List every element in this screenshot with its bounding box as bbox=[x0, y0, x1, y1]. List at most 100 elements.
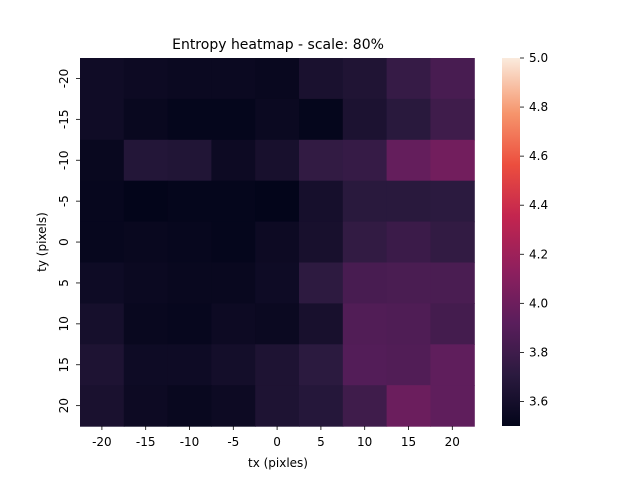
heatmap-cell bbox=[430, 344, 475, 386]
heatmap-cell bbox=[255, 98, 300, 141]
heatmap-cell bbox=[430, 303, 475, 345]
y-tick-label: 0 bbox=[57, 238, 71, 246]
heatmap-cell bbox=[255, 385, 300, 427]
colorbar-tick-label: 4.4 bbox=[529, 198, 548, 212]
heatmap-cell bbox=[167, 139, 212, 182]
heatmap-cell bbox=[430, 262, 475, 304]
x-axis-label: tx (pixles) bbox=[248, 456, 308, 470]
y-tick-label: -15 bbox=[57, 109, 71, 129]
x-tick-labels: -20 -15 -10 -5 0 5 10 15 20 bbox=[92, 426, 460, 449]
heatmap-cell bbox=[430, 58, 475, 100]
colorbar-ticks: 3.6 3.8 4.0 4.2 4.4 4.6 4.8 5.0 bbox=[520, 51, 548, 408]
heatmap-cell bbox=[211, 98, 256, 141]
y-axis-label: ty (pixels) bbox=[35, 212, 49, 272]
heatmap-cell bbox=[123, 58, 169, 100]
heatmap-cell bbox=[299, 221, 344, 264]
heatmap-cell bbox=[386, 262, 431, 304]
heatmap-cell bbox=[80, 344, 125, 386]
heatmap-cell bbox=[211, 180, 256, 223]
y-tick-label: -10 bbox=[57, 150, 71, 170]
heatmap-cell bbox=[211, 221, 256, 264]
heatmap-cell bbox=[211, 344, 256, 386]
heatmap-cell bbox=[123, 98, 169, 141]
heatmap-cell bbox=[167, 385, 212, 427]
heatmap-cell bbox=[123, 303, 169, 345]
heatmap-cell bbox=[386, 221, 431, 264]
heatmap-cell bbox=[123, 262, 169, 304]
heatmap-cell bbox=[299, 139, 344, 182]
heatmap-cell bbox=[386, 98, 431, 141]
heatmap-cell bbox=[80, 221, 125, 264]
heatmap-cell bbox=[255, 262, 300, 304]
heatmap-cell bbox=[430, 180, 475, 223]
heatmap-cell bbox=[123, 344, 169, 386]
heatmap-cell bbox=[342, 180, 388, 223]
y-tick-label: 10 bbox=[57, 316, 71, 331]
heatmap-cell bbox=[299, 344, 344, 386]
x-tick-label: -15 bbox=[136, 435, 156, 449]
heatmap-cell bbox=[299, 385, 344, 427]
heatmap-cell bbox=[123, 139, 169, 182]
heatmap-cell bbox=[211, 262, 256, 304]
y-tick-label: 20 bbox=[57, 398, 71, 413]
y-tick-label: 15 bbox=[57, 357, 71, 372]
y-tick-label: -20 bbox=[57, 69, 71, 89]
x-tick-label: 20 bbox=[445, 435, 460, 449]
heatmap-cell bbox=[211, 385, 256, 427]
x-tick-label: 0 bbox=[273, 435, 281, 449]
heatmap-cell bbox=[167, 221, 212, 264]
heatmap-cell bbox=[386, 180, 431, 223]
heatmap-cell bbox=[167, 344, 212, 386]
colorbar-tick-label: 4.0 bbox=[529, 296, 548, 310]
heatmap-cell bbox=[80, 98, 125, 141]
heatmap-cell bbox=[80, 139, 125, 182]
heatmap-cells bbox=[80, 58, 475, 427]
heatmap-cell bbox=[80, 58, 125, 100]
heatmap-cell bbox=[342, 139, 388, 182]
colorbar-tick-label: 4.2 bbox=[529, 247, 548, 261]
heatmap-cell bbox=[386, 385, 431, 427]
colorbar bbox=[502, 58, 520, 426]
heatmap-cell bbox=[386, 344, 431, 386]
x-tick-label: 15 bbox=[401, 435, 416, 449]
heatmap-cell bbox=[255, 303, 300, 345]
colorbar-tick-label: 3.6 bbox=[529, 394, 548, 408]
heatmap-cell bbox=[255, 344, 300, 386]
x-tick-label: -20 bbox=[92, 435, 112, 449]
heatmap-cell bbox=[123, 221, 169, 264]
heatmap-cell bbox=[255, 58, 300, 100]
heatmap-cell bbox=[386, 139, 431, 182]
heatmap-cell bbox=[386, 58, 431, 100]
y-tick-label: -5 bbox=[57, 195, 71, 207]
heatmap-cell bbox=[299, 303, 344, 345]
heatmap-cell bbox=[342, 344, 388, 386]
colorbar-tick-label: 5.0 bbox=[529, 51, 548, 65]
heatmap-cell bbox=[430, 98, 475, 141]
heatmap-cell bbox=[167, 262, 212, 304]
heatmap-cell bbox=[386, 303, 431, 345]
colorbar-tick-label: 4.8 bbox=[529, 100, 548, 114]
colorbar-tick-label: 3.8 bbox=[529, 345, 548, 359]
heatmap-cell bbox=[342, 98, 388, 141]
heatmap-cell bbox=[299, 58, 344, 100]
colorbar-tick-label: 4.6 bbox=[529, 149, 548, 163]
heatmap-cell bbox=[167, 98, 212, 141]
heatmap-cell bbox=[167, 58, 212, 100]
heatmap-cell bbox=[123, 180, 169, 223]
heatmap-cell bbox=[255, 139, 300, 182]
y-tick-label: 5 bbox=[57, 279, 71, 287]
heatmap-cell bbox=[342, 262, 388, 304]
heatmap-cell bbox=[430, 139, 475, 182]
heatmap-cell bbox=[211, 303, 256, 345]
heatmap-cell bbox=[167, 180, 212, 223]
x-tick-label: 10 bbox=[357, 435, 372, 449]
heatmap-cell bbox=[80, 303, 125, 345]
heatmap-cell bbox=[342, 385, 388, 427]
heatmap-cell bbox=[255, 221, 300, 264]
heatmap-cell bbox=[167, 303, 212, 345]
heatmap-cell bbox=[342, 58, 388, 100]
x-tick-label: -5 bbox=[227, 435, 239, 449]
heatmap-cell bbox=[123, 385, 169, 427]
heatmap-cell bbox=[255, 180, 300, 223]
